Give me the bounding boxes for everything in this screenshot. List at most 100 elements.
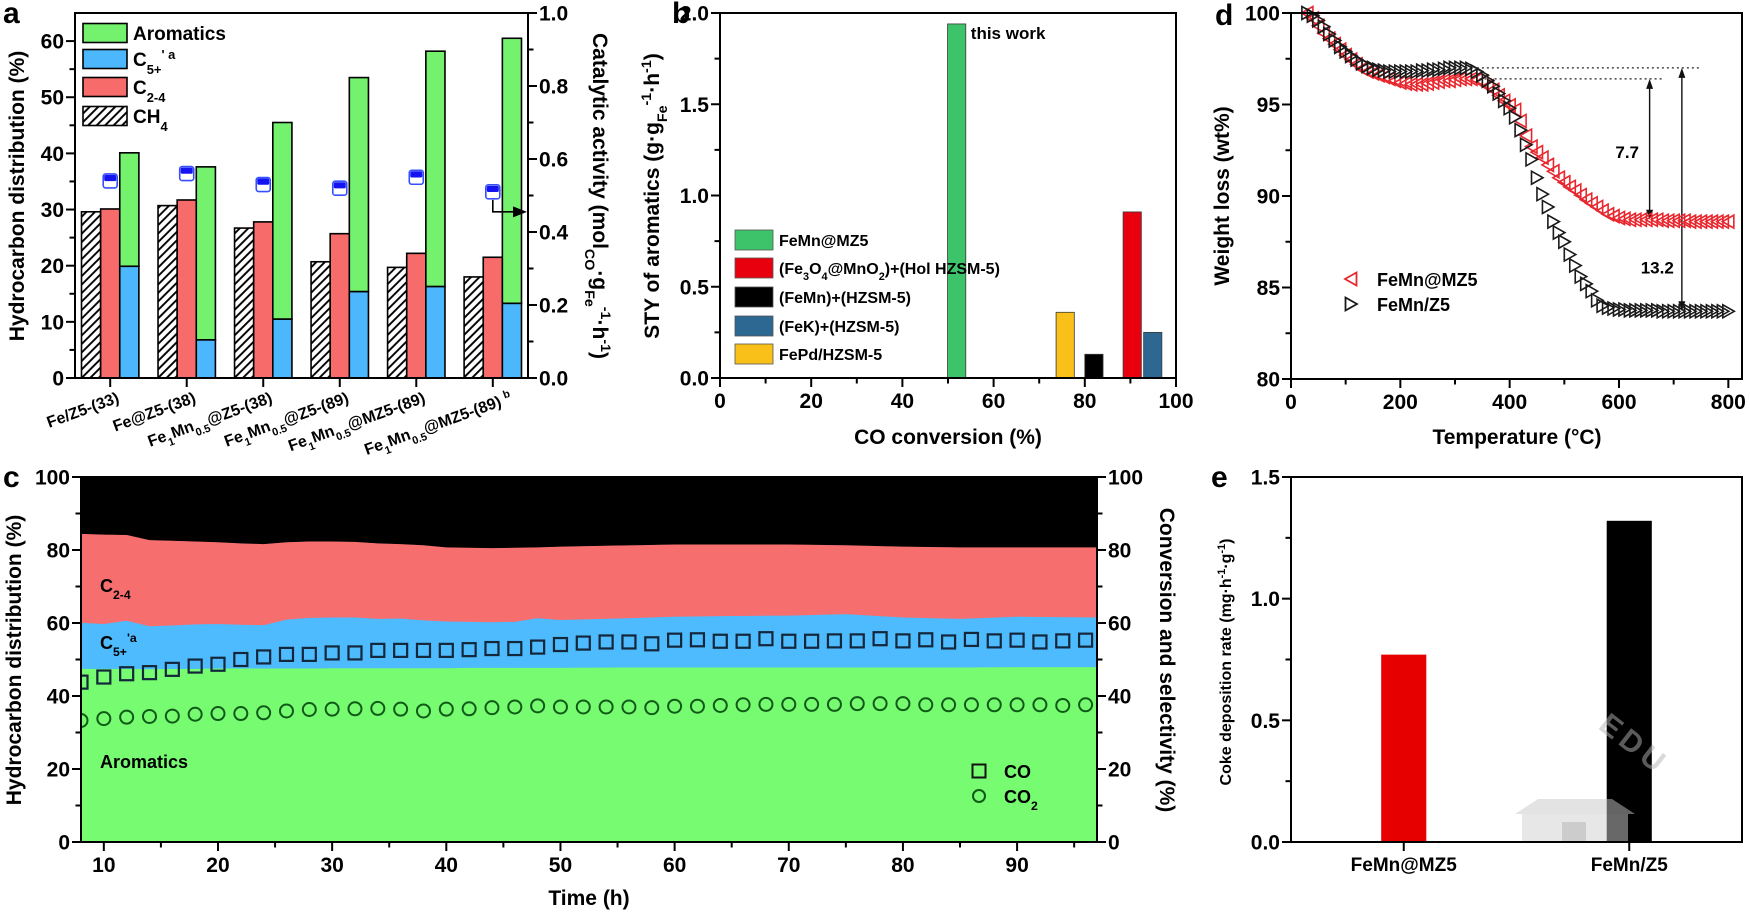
co2-selectivity-point — [1078, 697, 1094, 713]
area-ch4 — [81, 477, 1097, 549]
text-run: 1.5 — [680, 94, 710, 117]
co-conversion-point — [986, 633, 1002, 649]
superscript: -1 — [1216, 569, 1228, 579]
text-run: 0.4 — [539, 222, 569, 245]
co-conversion-point — [758, 631, 774, 647]
a-y-axis-tick-label: 50 — [41, 87, 64, 110]
co2-selectivity-point — [438, 701, 454, 717]
watermark-roof — [1515, 799, 1635, 814]
co-conversion-point — [278, 646, 295, 662]
c-x-axis-tick-label: 50 — [549, 854, 572, 877]
text-run: 0 — [52, 368, 64, 391]
watermark-gate — [1562, 822, 1586, 842]
text-run: Conversion and selectivity (%) — [1155, 508, 1178, 813]
panel-c-chart: AromaticsC5+'aC2-4CH4COCO202040608010002… — [35, 467, 1143, 878]
text-run: b — [672, 0, 690, 30]
co2-selectivity-point — [689, 698, 705, 714]
area-c5-plus-label: C5+'a — [100, 631, 137, 659]
co2-selectivity-point — [552, 699, 568, 715]
legend-swatch-ch4 — [82, 105, 128, 127]
co-conversion-point — [81, 674, 89, 690]
tga-point — [1540, 157, 1555, 173]
co-conversion-point — [963, 631, 980, 648]
co-conversion-point — [415, 642, 432, 658]
c-y2-axis-tick-label: 20 — [1108, 759, 1131, 782]
text-run: 0.0 — [680, 368, 709, 391]
arrow-up-icon — [1678, 67, 1686, 78]
subscript: Fe — [581, 290, 597, 307]
co-conversion-point — [393, 642, 409, 658]
text-run: 0.8 — [539, 76, 569, 99]
bar-c24 — [176, 199, 198, 379]
co-conversion-point — [712, 633, 728, 649]
bar-c5 — [118, 265, 140, 379]
panel-b: this work FeMn@MZ5 (Fe3O4@MnO2)+(Hol HZSM-… — [639, 0, 1194, 449]
c-x-axis-tick-label: 20 — [206, 854, 229, 877]
text-run: C — [100, 576, 113, 596]
c-x-axis-title: Time (h) — [548, 887, 629, 910]
area-aromatics — [81, 666, 1097, 842]
c-x-axis-tick-label: 40 — [435, 854, 458, 877]
subscript: 1 — [243, 436, 253, 449]
text-run: Mn — [245, 418, 273, 442]
panel-label-b: b — [672, 0, 690, 30]
co-conversion-point — [804, 633, 820, 649]
bar-ch4 — [80, 210, 102, 379]
text-run: 600 — [1601, 391, 1636, 414]
text-run: FeMn/Z5 — [1591, 855, 1668, 876]
c-y-axis-tick-label: 40 — [47, 686, 70, 709]
subscript: CO — [581, 249, 597, 270]
a-y2-axis-tick-label: 0.6 — [539, 149, 568, 172]
e-x-tick-label: FeMn@MZ5 — [1351, 855, 1458, 876]
text-run: Fe — [362, 437, 385, 459]
subscript: 0.5 — [194, 422, 212, 438]
tga-point — [1529, 144, 1544, 160]
co2-selectivity-point — [461, 701, 477, 717]
tga-point — [1547, 213, 1562, 230]
bar-c5 — [501, 302, 523, 379]
text-run: this work — [971, 24, 1046, 43]
legend-label: CO2 — [1004, 787, 1038, 813]
co2-selectivity-point — [918, 697, 934, 713]
a-y2-axis-tick-label: 0.0 — [539, 368, 568, 391]
text-run: 1.5 — [1251, 467, 1281, 490]
tga-point — [1530, 169, 1545, 186]
co-conversion-point — [347, 645, 363, 661]
co2-selectivity-point — [370, 700, 386, 716]
text-run: 0.5 — [1251, 710, 1281, 733]
panel-c: AromaticsC5+'aC2-4CH4COCO202040608010002… — [3, 461, 1178, 910]
a-x-tick-label: Fe1Mn0.5@Z5-(38) — [146, 390, 277, 455]
tga-point — [1722, 303, 1736, 320]
c-x-axis-tick-label: 30 — [320, 854, 343, 877]
c-plot-area — [81, 477, 1097, 842]
text-run: 90 — [1257, 186, 1280, 209]
subscript: 2 — [879, 271, 885, 283]
area-c2-4-label: C2-4 — [100, 576, 131, 602]
marker-fill — [486, 185, 499, 193]
text-run: 90 — [1005, 854, 1028, 877]
legend-swatch — [734, 343, 774, 365]
c-y-axis-title: Hydrocarbon distribution (%) — [3, 515, 26, 806]
co-conversion-point — [598, 634, 614, 650]
d-x-axis-tick-label: 800 — [1711, 391, 1746, 414]
text-run: 50 — [41, 87, 64, 110]
activity-marker — [102, 173, 118, 189]
text-run: 13.2 — [1641, 258, 1674, 277]
text-run: ·h — [641, 73, 664, 93]
text-run: 80 — [1108, 540, 1131, 563]
c-legend: CO CO2 — [971, 762, 1038, 813]
e-y-axis-tick-label: 0.5 — [1251, 710, 1281, 733]
text-run: CO — [1004, 762, 1031, 782]
a-y-axis-tick-label: 10 — [41, 311, 64, 334]
panel-d-chart: 7.7 13.2 FeMn@MZ5 FeMn/Z5 80 85 90 95 100 0 200 400… — [1245, 3, 1746, 415]
text-run: FeMn@MZ5 — [1351, 855, 1458, 876]
d-x-axis-tick-label: 200 — [1383, 391, 1418, 414]
b-x-axis-tick-label: 80 — [1073, 390, 1096, 413]
superscript: -1 — [597, 339, 613, 352]
text-run: ·g — [588, 270, 611, 290]
panel-label-c: c — [3, 461, 20, 494]
text-run: ·g — [1218, 554, 1235, 569]
co-conversion-point — [1009, 632, 1025, 648]
legend-label-ch4: CH4 — [133, 107, 168, 134]
